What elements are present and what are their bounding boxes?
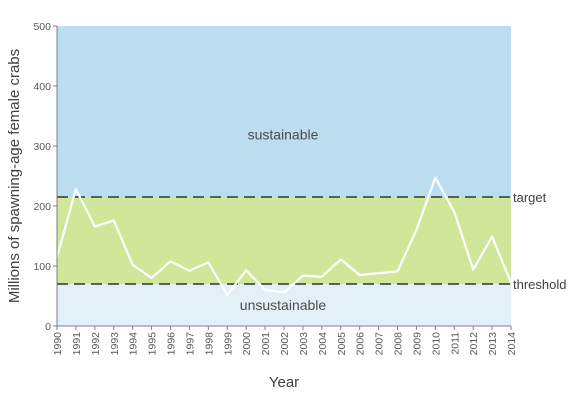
zone-labels: sustainable unsustainable	[240, 127, 327, 314]
x-tick-label: 2012	[468, 332, 480, 356]
x-axis-title: Year	[269, 374, 299, 391]
x-tick-label: 2010	[430, 332, 442, 356]
x-tick-label: 2003	[298, 332, 310, 356]
y-tick-label: 100	[33, 261, 51, 273]
zone-label-sustainable: sustainable	[248, 127, 319, 143]
x-tick-label: 2011	[449, 332, 461, 355]
y-ticks: 0 100 200 300 400 500	[33, 21, 57, 333]
x-tick-label: 1996	[166, 332, 178, 356]
zone-band-sustainable	[57, 26, 511, 197]
x-ticks: 1990 1991 1992 1993 1994 1995 1996 1997 1998 1999…	[52, 326, 518, 355]
zone-band-middle-1	[57, 197, 511, 284]
x-tick-label: 2001	[260, 332, 272, 356]
x-tick-label: 1994	[128, 332, 140, 356]
x-tick-label: 1992	[90, 332, 102, 356]
y-tick-label: 0	[45, 321, 51, 333]
reference-label-target: target	[513, 190, 547, 205]
reference-lines: target threshold	[57, 190, 566, 292]
x-tick-label: 2002	[279, 332, 291, 356]
x-tick-label: 2005	[336, 332, 348, 356]
y-tick-label: 500	[33, 21, 51, 33]
x-tick-label: 1999	[222, 332, 234, 356]
y-tick-label: 200	[33, 201, 51, 213]
x-tick-label: 2014	[506, 332, 518, 356]
x-tick-label: 1993	[109, 332, 121, 356]
x-tick-label: 1997	[184, 332, 196, 356]
reference-label-threshold: threshold	[513, 277, 566, 292]
x-tick-label: 2013	[487, 332, 499, 356]
x-tick-label: 2007	[374, 332, 386, 356]
x-tick-label: 2004	[317, 332, 329, 356]
x-tick-label: 2006	[355, 332, 367, 356]
x-tick-label: 1995	[147, 332, 159, 356]
x-tick-label: 2009	[411, 332, 423, 356]
x-tick-label: 2000	[241, 332, 253, 356]
y-tick-label: 300	[33, 141, 51, 153]
zone-bands	[57, 26, 511, 326]
x-tick-label: 1990	[52, 332, 64, 356]
x-tick-label: 1998	[203, 332, 215, 356]
x-tick-label: 2008	[393, 332, 405, 356]
x-tick-label: 1991	[71, 332, 83, 356]
zone-label-unsustainable: unsustainable	[240, 297, 327, 313]
y-tick-label: 400	[33, 81, 51, 93]
y-axis-title: Millions of spawning-age female crabs	[6, 49, 23, 303]
